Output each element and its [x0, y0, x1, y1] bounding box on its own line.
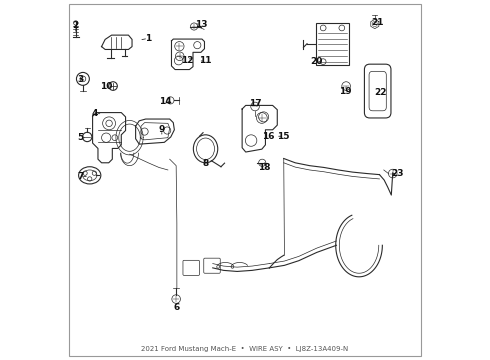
- Text: 12: 12: [181, 57, 194, 66]
- Text: 20: 20: [310, 57, 322, 66]
- Text: 19: 19: [339, 86, 352, 95]
- Text: 6: 6: [174, 303, 180, 312]
- Bar: [316, 23, 349, 65]
- Text: 5: 5: [77, 133, 84, 142]
- Text: 16: 16: [262, 132, 274, 141]
- Polygon shape: [93, 113, 125, 163]
- Polygon shape: [242, 105, 277, 152]
- Text: 21: 21: [371, 18, 384, 27]
- Text: 10: 10: [99, 82, 112, 91]
- Text: 13: 13: [195, 19, 207, 28]
- Text: 18: 18: [258, 163, 271, 172]
- Text: 3: 3: [77, 75, 84, 84]
- Text: 9: 9: [159, 125, 165, 134]
- Text: 2021 Ford Mustang Mach-E  •  WIRE ASY  •  LJ8Z-13A409-N: 2021 Ford Mustang Mach-E • WIRE ASY • LJ…: [142, 346, 348, 352]
- Text: 15: 15: [277, 132, 290, 141]
- Text: 8: 8: [202, 159, 209, 168]
- Text: 1: 1: [145, 34, 151, 43]
- Text: 14: 14: [159, 97, 171, 106]
- Polygon shape: [172, 39, 204, 69]
- Text: 22: 22: [374, 87, 387, 96]
- Text: 7: 7: [77, 172, 84, 181]
- Text: 11: 11: [199, 57, 212, 66]
- Text: 2: 2: [73, 21, 79, 30]
- Text: 4: 4: [92, 109, 98, 118]
- Text: 17: 17: [249, 99, 261, 108]
- Text: 23: 23: [391, 169, 404, 178]
